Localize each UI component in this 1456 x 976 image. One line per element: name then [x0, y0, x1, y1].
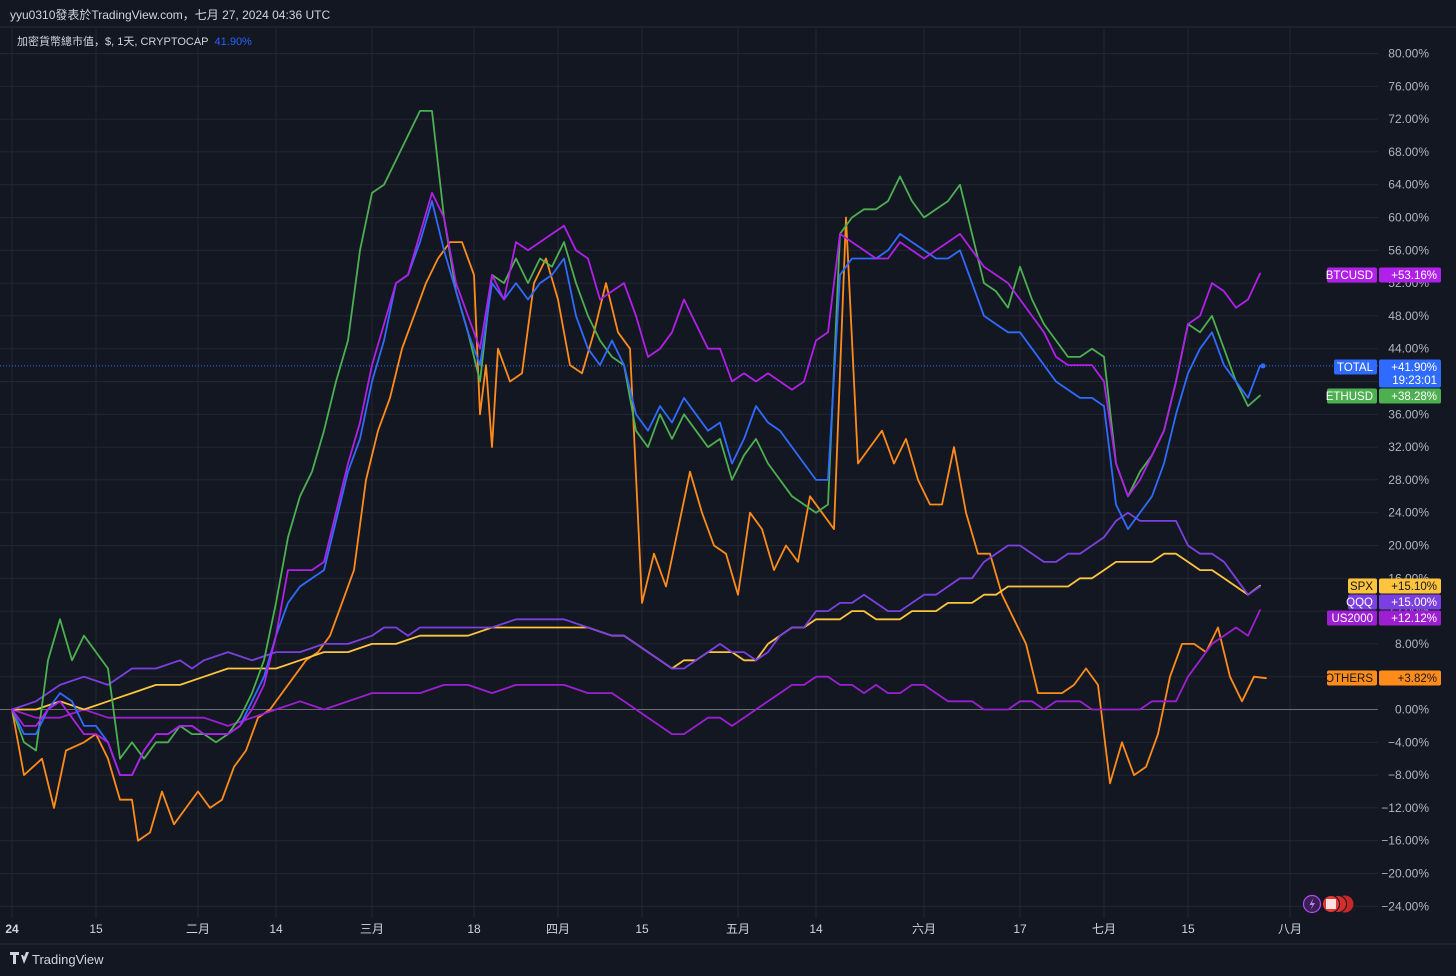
badge-value-bg-total — [1379, 359, 1441, 388]
x-axis: 24 15 二月 14 三月 18 四月 15 五月 14 六月 17 七月 15 八月 — [5, 922, 1302, 936]
series-line-btcusd[interactable] — [11, 192, 1261, 776]
y-tick-label: 8.00% — [1395, 637, 1429, 651]
y-tick-label: 32.00% — [1388, 440, 1429, 454]
series-line-qqq[interactable] — [11, 511, 1261, 711]
badge-value-qqq: +15.00% — [1391, 597, 1437, 609]
y-tick-label: 48.00% — [1388, 309, 1429, 323]
value-badges: BTCUSD +53.16% TOTAL +41.90%19:23:01 ETHUSD +… — [1325, 267, 1441, 686]
y-tick-label: 44.00% — [1388, 342, 1429, 356]
y-tick-label: 24.00% — [1388, 506, 1429, 520]
x-tick-label: 四月 — [546, 922, 570, 936]
x-tick-label: 六月 — [912, 922, 936, 936]
badge-value-bg-btcusd — [1379, 267, 1441, 283]
y-tick-label: 68.00% — [1388, 145, 1429, 159]
badge-value-btcusd: +53.16% — [1391, 270, 1437, 282]
tradingview-logo-icon — [10, 952, 29, 964]
x-tick-label: 15 — [635, 922, 649, 936]
badge-name-us2000: US2000 — [1331, 613, 1373, 625]
badge-value-bg-others — [1379, 670, 1441, 686]
series-last-point-total — [1260, 363, 1266, 369]
badge-name-bg-us2000 — [1327, 610, 1377, 626]
series-line-us2000[interactable] — [11, 609, 1261, 735]
badge-value-bg-ethusd — [1379, 388, 1441, 404]
x-tick-label: 三月 — [360, 922, 384, 936]
y-tick-label: 28.00% — [1388, 473, 1429, 487]
series-layer — [11, 110, 1267, 842]
y-tick-label: 72.00% — [1388, 112, 1429, 126]
badge-name-bg-ethusd — [1327, 388, 1377, 404]
x-tick-label: 八月 — [1278, 922, 1302, 936]
x-tick-label: 18 — [467, 922, 481, 936]
badge-time-total: 19:23:01 — [1392, 375, 1437, 387]
symbol-legend[interactable]: 加密貨幣總市值，$, 1天, CRYPTOCAP 41.90% — [17, 34, 252, 48]
badge-name-ethusd: ETHUSD — [1326, 391, 1373, 403]
badge-value-others: +3.82% — [1398, 673, 1437, 685]
badge-name-btcusd: BTCUSD — [1326, 270, 1373, 282]
x-tick-label: 二月 — [186, 922, 210, 936]
y-tick-label: 80.00% — [1388, 47, 1429, 61]
y-tick-label: 36.00% — [1388, 407, 1429, 421]
series-line-others[interactable] — [11, 216, 1267, 842]
badge-name-bg-total — [1334, 359, 1377, 375]
y-tick-label: 0.00% — [1395, 703, 1429, 717]
y-tick-label: −24.00% — [1381, 899, 1429, 913]
x-tick-label: 七月 — [1092, 922, 1116, 936]
badge-value-bg-spx — [1379, 578, 1441, 594]
x-tick-label: 14 — [269, 922, 283, 936]
badge-name-spx: SPX — [1350, 581, 1373, 593]
y-tick-label: −16.00% — [1381, 834, 1429, 848]
y-tick-label: 60.00% — [1388, 211, 1429, 225]
status-icons[interactable] — [1302, 894, 1354, 914]
tradingview-brand: TradingView — [32, 952, 104, 967]
y-tick-label: 56.00% — [1388, 243, 1429, 257]
badge-value-bg-qqq — [1379, 594, 1441, 610]
x-tick-label: 24 — [5, 922, 19, 936]
badge-value-ethusd: +38.28% — [1391, 391, 1437, 403]
y-tick-label: 20.00% — [1388, 539, 1429, 553]
x-tick-label: 15 — [89, 922, 103, 936]
publish-line: yyu0310發表於TradingView.com，七月 27, 2024 04… — [10, 7, 330, 22]
x-tick-label: 15 — [1181, 922, 1195, 936]
y-tick-label: −4.00% — [1388, 735, 1429, 749]
badge-value-bg-us2000 — [1379, 610, 1441, 626]
us-flag-glyph — [1326, 899, 1336, 909]
badge-name-bg-spx — [1348, 578, 1377, 594]
badge-value-total: +41.90% — [1391, 362, 1437, 374]
lightning-glyph — [1309, 898, 1315, 910]
badge-name-total: TOTAL — [1337, 362, 1374, 374]
badge-name-qqq: QQQ — [1346, 597, 1373, 609]
badge-name-others: OTHERS — [1325, 673, 1373, 685]
y-tick-label: 64.00% — [1388, 178, 1429, 192]
badge-value-us2000: +12.12% — [1391, 613, 1437, 625]
badge-name-bg-qqq — [1348, 594, 1377, 610]
y-tick-label: −8.00% — [1388, 768, 1429, 782]
symbol-legend-label: 加密貨幣總市值，$, 1天, CRYPTOCAP — [17, 34, 209, 48]
badge-name-bg-others — [1327, 670, 1377, 686]
y-tick-label: 76.00% — [1388, 79, 1429, 93]
y-tick-label: −20.00% — [1381, 867, 1429, 881]
x-tick-label: 17 — [1013, 922, 1027, 936]
badge-name-bg-btcusd — [1327, 267, 1377, 283]
x-tick-label: 五月 — [726, 922, 750, 936]
series-line-ethusd[interactable] — [11, 110, 1261, 760]
x-tick-label: 14 — [809, 922, 823, 936]
symbol-legend-value: 41.90% — [215, 36, 253, 48]
y-tick-label: −12.00% — [1381, 801, 1429, 815]
tradingview-logo[interactable]: TradingView — [10, 952, 104, 967]
badge-value-spx: +15.10% — [1391, 581, 1437, 593]
